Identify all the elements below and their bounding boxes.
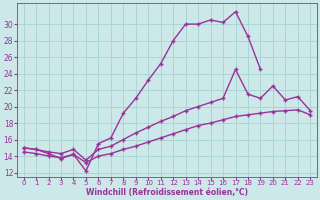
- X-axis label: Windchill (Refroidissement éolien,°C): Windchill (Refroidissement éolien,°C): [86, 188, 248, 197]
